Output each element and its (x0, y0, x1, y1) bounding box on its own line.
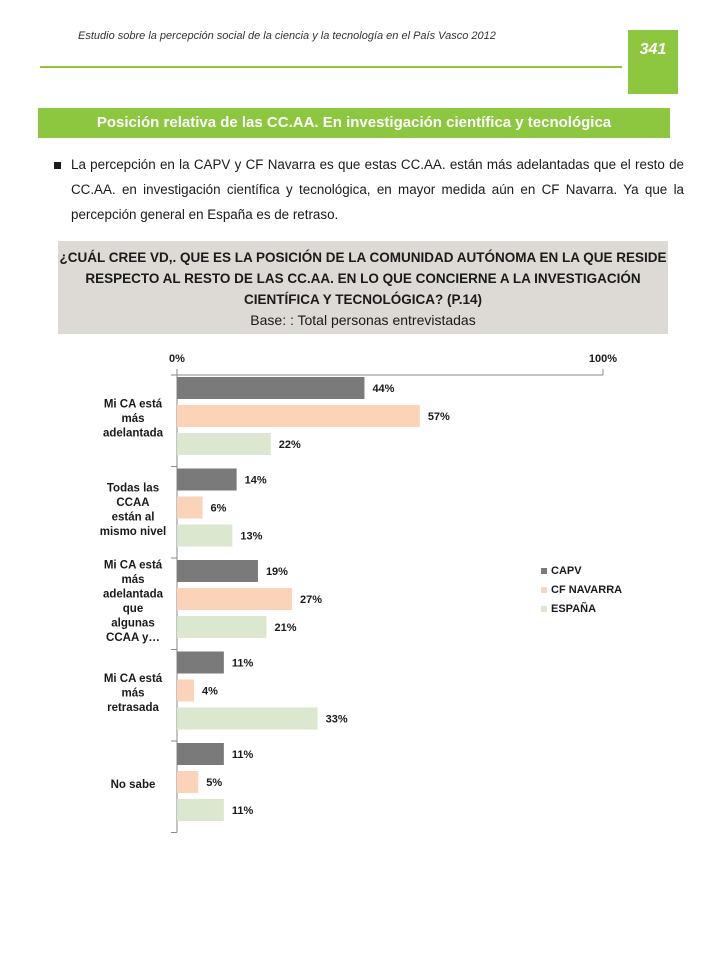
bar (177, 377, 365, 399)
legend-swatch (541, 568, 547, 574)
category-label-line: CCAA (116, 497, 149, 509)
category-label: Mi CA está más adelantada que algunas CCAA y… (103, 560, 164, 645)
data-label: 44% (372, 383, 394, 395)
data-label: 11% (232, 749, 254, 761)
data-label: 19% (266, 566, 288, 578)
category-label-line: Mi CA está (104, 398, 163, 410)
bar (177, 433, 271, 455)
bar (177, 679, 195, 702)
category-label-line: CCAA y… (106, 632, 160, 644)
category-label-line: No sabe (111, 779, 156, 791)
data-label: 57% (428, 411, 450, 423)
x-tick-label: 0% (169, 353, 185, 365)
bar (177, 799, 224, 821)
data-label: 5% (206, 777, 222, 789)
bar (177, 616, 267, 638)
bar (177, 771, 199, 793)
data-label: 6% (211, 503, 227, 515)
legend-swatch (541, 587, 547, 593)
bar (177, 707, 318, 730)
x-tick-label: 100% (589, 353, 617, 365)
category-label-line: adelantada (103, 427, 164, 439)
category-label-line: algunas (111, 618, 154, 630)
bar (177, 743, 224, 765)
summary-bullet: La percepción en la CAPV y CF Navarra es… (54, 152, 684, 227)
report-header-title: Estudio sobre la percepción social de la… (78, 30, 496, 42)
question-box: ¿CUÁL CREE VD,. QUE ES LA POSICIÓN DE LA… (58, 241, 668, 334)
category-label-line: retrasada (107, 702, 159, 714)
data-label: 11% (232, 658, 254, 670)
question-text: ¿CUÁL CREE VD,. QUE ES LA POSICIÓN DE LA… (59, 250, 667, 307)
bar (177, 496, 203, 519)
category-label: Mi CA está más adelantada (103, 398, 164, 439)
category-label-line: Todas las (107, 483, 159, 495)
summary-text: La percepción en la CAPV y CF Navarra es… (71, 157, 684, 222)
bar-chart: 0% 100% 44% 57% 22% Mi CA está más adelantada 14… (100, 353, 622, 833)
bar (177, 524, 233, 547)
section-title: Posición relativa de las CC.AA. En inves… (38, 108, 670, 138)
bullet-square-icon (54, 162, 61, 169)
category-label-line: mismo nivel (100, 526, 166, 538)
category-label: Mi CA está más retrasada (104, 673, 163, 714)
bar (177, 560, 258, 582)
category-label-line: están al (112, 512, 155, 524)
legend-swatch (541, 606, 547, 612)
page-number: 341 (628, 30, 678, 94)
bar (177, 468, 237, 491)
header-divider (40, 66, 622, 68)
data-label: 27% (300, 594, 322, 606)
category-label: Todas las CCAA están al mismo nivel (100, 483, 166, 539)
category-label-line: Mi CA está (104, 673, 163, 685)
data-label: 4% (202, 686, 218, 698)
bar (177, 405, 420, 427)
data-label: 11% (232, 805, 254, 817)
question-base: Base: : Total personas entrevistadas (250, 312, 476, 328)
category-label-line: más (121, 687, 144, 699)
data-label: 14% (245, 475, 267, 487)
category-label-line: Mi CA está (104, 560, 163, 572)
data-label: 21% (274, 622, 296, 634)
bar (177, 651, 224, 674)
data-label: 22% (279, 439, 301, 451)
category-label-line: más (121, 413, 144, 425)
data-label: 33% (326, 714, 348, 726)
category-label-line: adelantada (103, 589, 164, 601)
legend-entry: CF NAVARRA (551, 584, 622, 596)
category-label-line: más (121, 574, 144, 586)
data-label: 13% (240, 531, 262, 543)
bar (177, 588, 293, 610)
legend-entry: ESPAÑA (551, 602, 596, 615)
legend-entry: CAPV (551, 565, 582, 577)
category-label: No sabe (111, 779, 156, 791)
category-label-line: que (123, 603, 143, 615)
